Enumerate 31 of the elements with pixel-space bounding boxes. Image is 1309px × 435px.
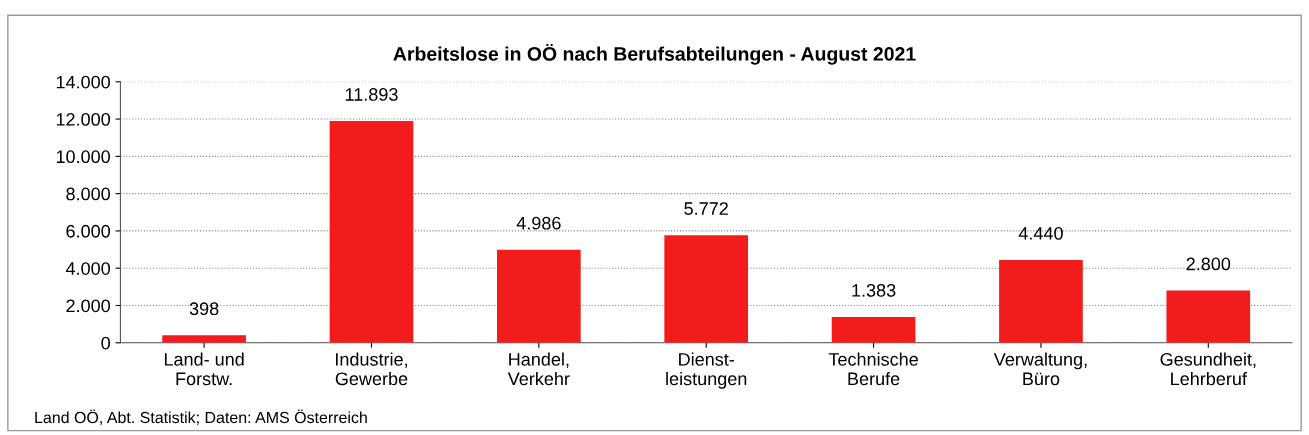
data-label: 4.986 <box>516 216 561 230</box>
data-label: 398 <box>189 302 219 316</box>
x-tick-label: Gesundheit, Lehrberuf <box>1160 352 1256 386</box>
y-tick-label: 10.000 <box>56 150 111 164</box>
bar <box>497 249 581 343</box>
data-label: 4.440 <box>1018 226 1063 240</box>
data-label: 2.800 <box>1186 257 1231 271</box>
y-tick-label: 0 <box>101 336 110 350</box>
y-tick-label: 6.000 <box>66 224 110 238</box>
bar <box>999 260 1083 343</box>
y-tick-label: 8.000 <box>66 187 110 201</box>
x-tick-label: Handel, Verkehr <box>507 352 570 386</box>
bar <box>664 235 749 343</box>
x-tick-label: Dienst- leistungen <box>666 352 747 389</box>
y-tick-label: 2.000 <box>66 299 110 313</box>
y-tick-label: 12.000 <box>56 113 111 126</box>
x-tick-label: Technische Berufe <box>828 352 918 386</box>
x-tick-label: Industrie, Gewerbe <box>335 352 408 386</box>
x-tick-label: Land- und Forstw. <box>164 352 244 386</box>
bar <box>162 335 246 343</box>
data-label: 11.893 <box>345 88 398 101</box>
bar <box>831 317 916 343</box>
data-label: 1.383 <box>852 283 896 297</box>
bar <box>1166 290 1251 343</box>
y-tick-label: 14.000 <box>56 75 111 89</box>
data-label: 5.772 <box>684 202 728 215</box>
bar <box>329 121 414 343</box>
y-tick-label: 4.000 <box>65 262 110 275</box>
x-tick-label: Verwaltung, Büro <box>993 352 1087 386</box>
text: Land OÖ, Abt. Statistik; Daten: AMS Österreich <box>35 409 367 426</box>
chart-title: Arbeitslose in OÖ nach Berufsabteilungen - August 2021 <box>393 44 916 65</box>
